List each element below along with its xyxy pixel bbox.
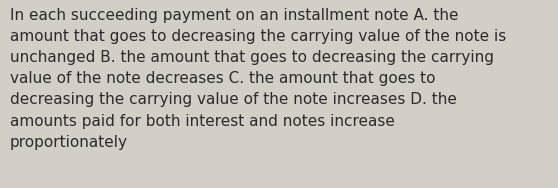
Text: In each succeeding payment on an installment note A. the
amount that goes to dec: In each succeeding payment on an install…	[10, 8, 506, 150]
